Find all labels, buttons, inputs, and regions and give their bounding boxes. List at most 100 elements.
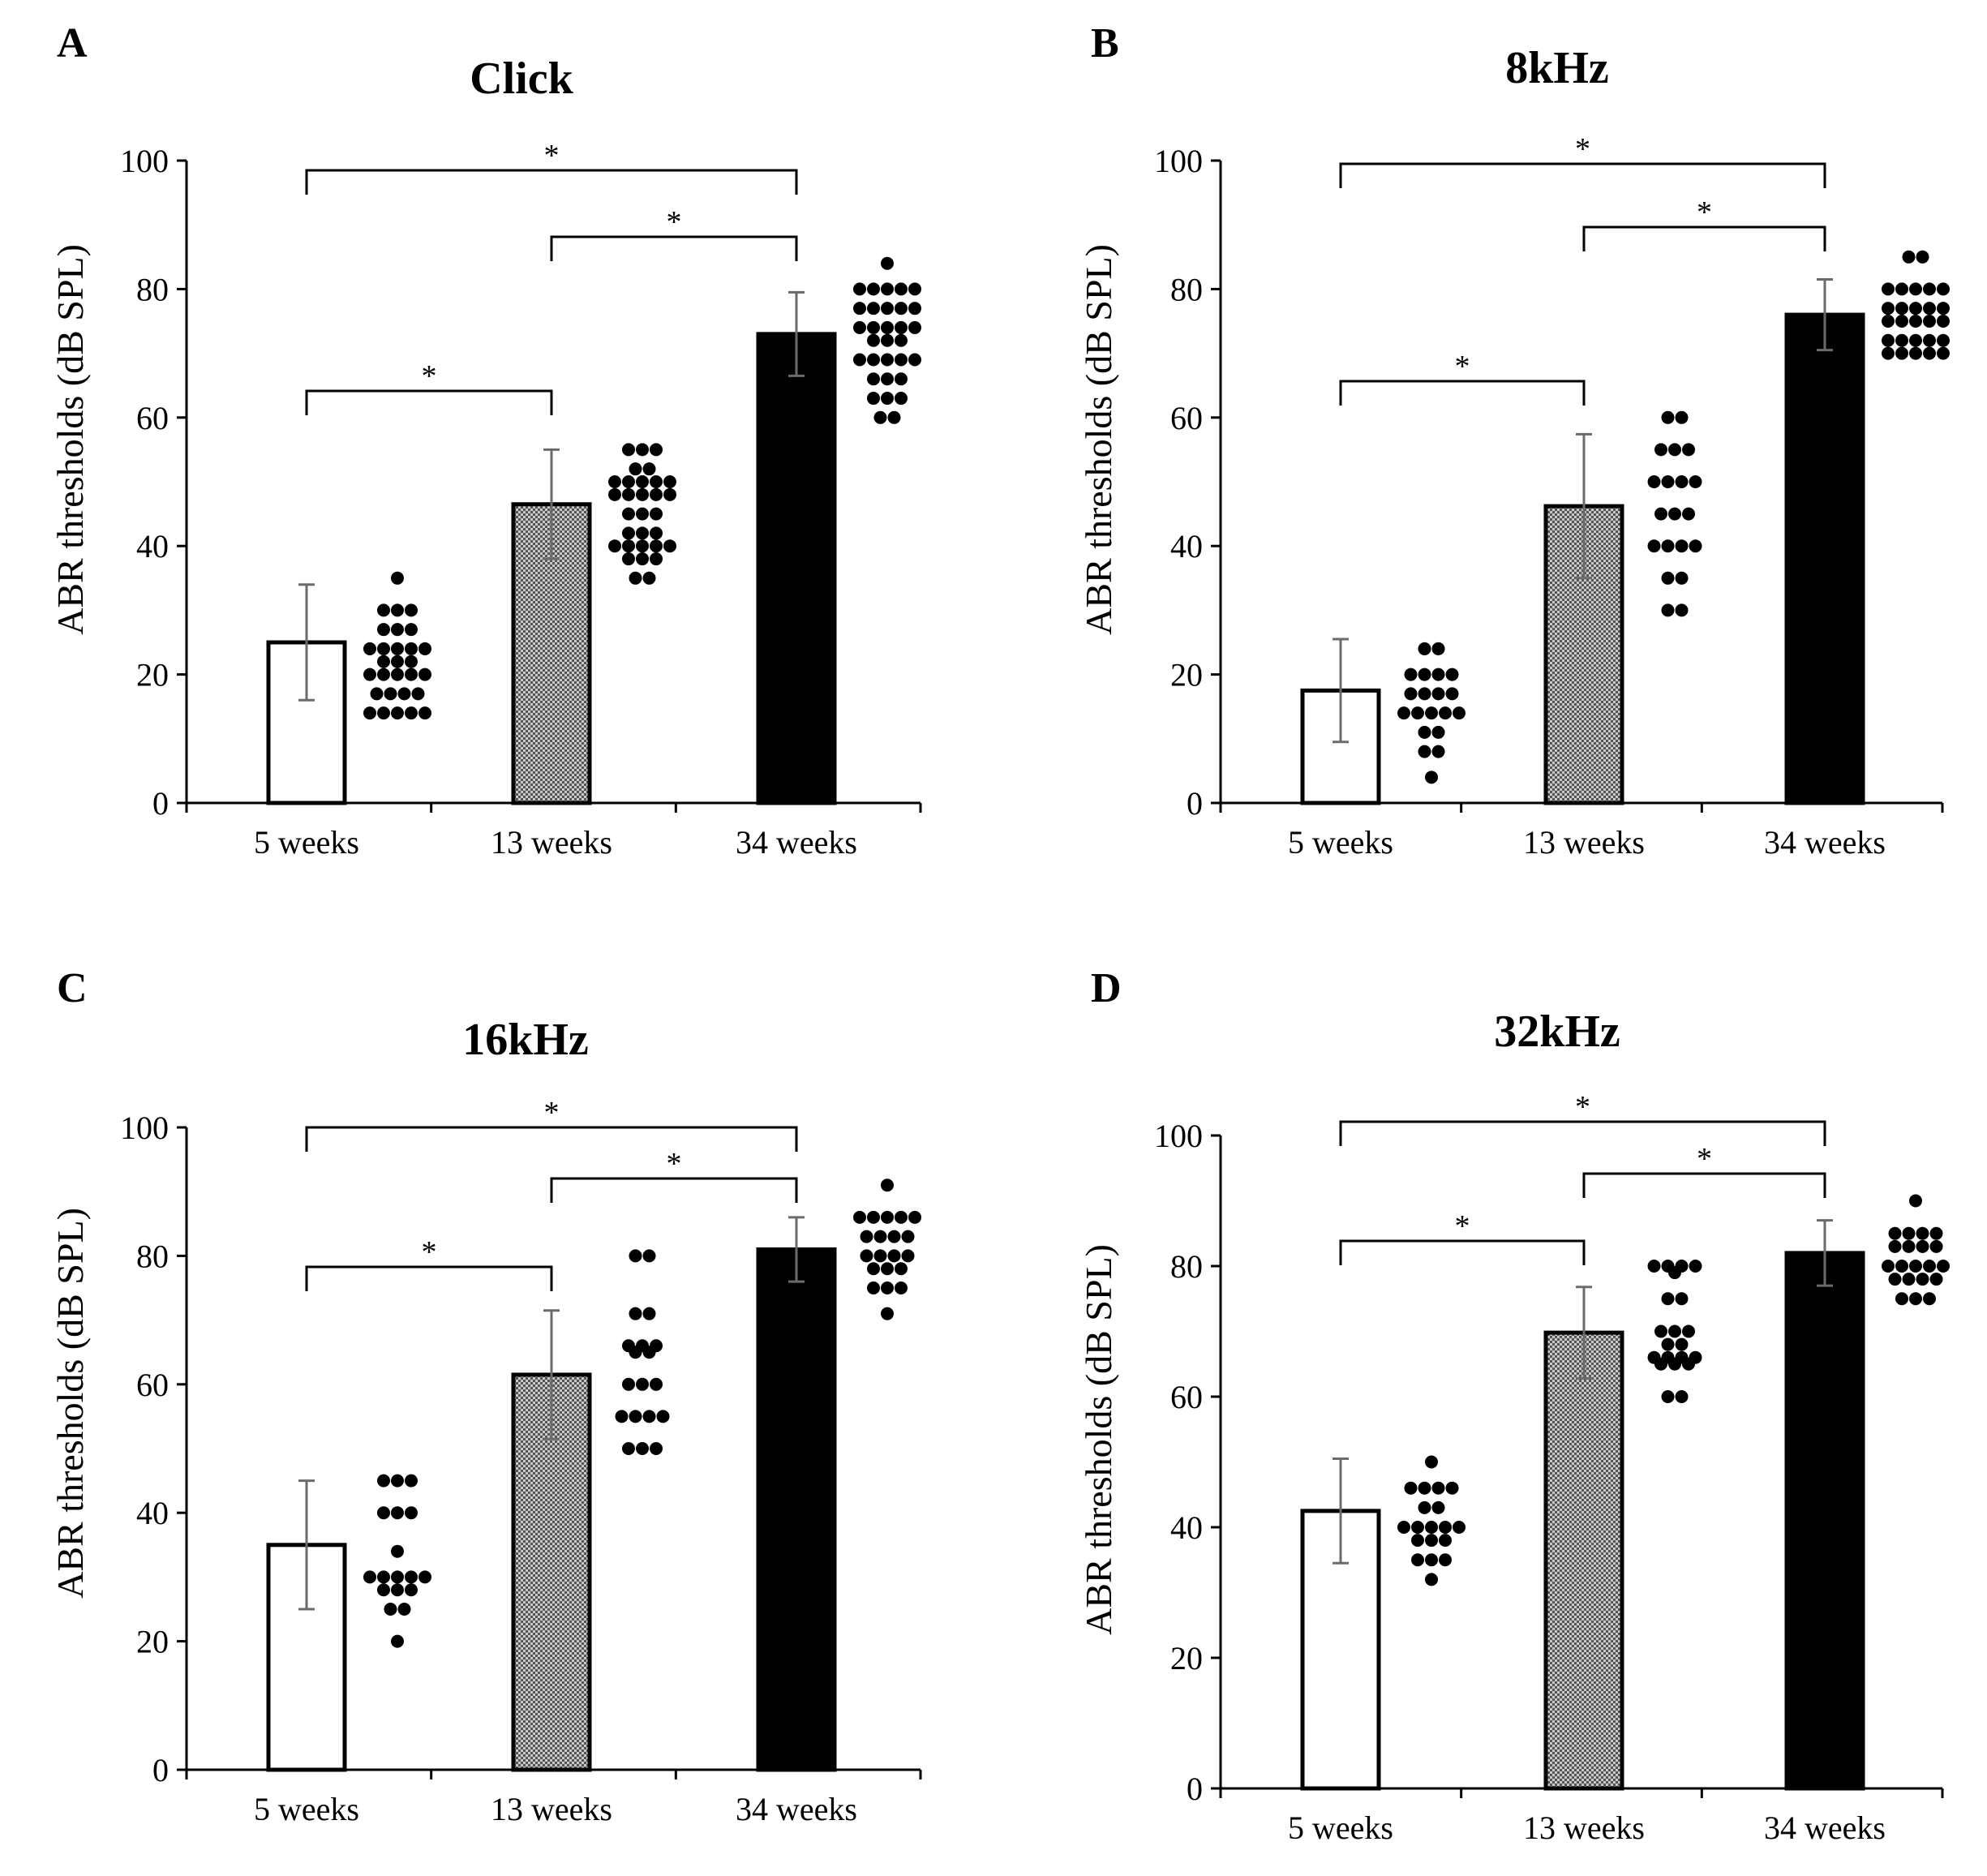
data-point	[1654, 443, 1667, 457]
data-point	[418, 642, 431, 655]
data-point	[1929, 1239, 1943, 1253]
data-point	[397, 687, 411, 701]
data-point	[622, 507, 635, 521]
data-point	[867, 282, 880, 296]
y-tick-label: 0	[1187, 785, 1203, 822]
data-point	[1902, 1239, 1916, 1253]
bar	[756, 1247, 837, 1772]
data-point	[1675, 410, 1689, 424]
data-point	[391, 668, 404, 681]
plot-area-a: 0 20 40 60 80 100 5 weeks 13 weeks 34 weeks * * *	[120, 139, 922, 861]
data-point	[1882, 315, 1895, 328]
data-point	[1675, 475, 1689, 488]
x-category-label: 5 weeks	[254, 824, 359, 861]
data-point	[608, 487, 621, 501]
data-point	[1895, 1292, 1908, 1306]
significance-star: *	[544, 1096, 560, 1130]
data-point	[895, 1281, 908, 1294]
data-point	[881, 333, 894, 347]
data-point	[1425, 1455, 1438, 1469]
data-point	[397, 1603, 411, 1616]
data-point	[377, 1570, 390, 1584]
data-point	[1923, 1260, 1936, 1273]
data-point	[377, 706, 390, 720]
data-point	[1882, 302, 1895, 316]
data-point	[908, 282, 921, 296]
data-point	[895, 320, 908, 334]
data-point	[1425, 1534, 1438, 1548]
data-point	[1682, 1324, 1695, 1338]
data-point	[363, 706, 376, 720]
significance-star: *	[667, 1147, 682, 1181]
data-point	[642, 1346, 656, 1359]
data-point	[650, 507, 663, 521]
data-point	[405, 623, 418, 637]
data-point	[391, 1544, 404, 1558]
data-point	[1902, 250, 1916, 264]
x-category-label: 34 weeks	[736, 824, 857, 861]
data-point	[363, 642, 376, 655]
data-point	[377, 1474, 390, 1487]
data-point	[622, 539, 635, 553]
data-point	[656, 1410, 670, 1423]
data-point	[1909, 1292, 1922, 1306]
data-point	[1668, 1266, 1681, 1280]
data-point	[1937, 282, 1950, 296]
data-point	[881, 1281, 894, 1294]
data-point	[1909, 315, 1922, 328]
data-point	[384, 687, 397, 701]
panel-c: C 16kHz ABR thresholds (dB SPL) 0 20 40 60 8…	[49, 965, 922, 1827]
data-point	[642, 571, 656, 585]
data-point	[1661, 571, 1675, 585]
data-point	[895, 392, 908, 406]
x-category-label: 34 weeks	[1764, 824, 1886, 861]
data-point	[615, 1410, 629, 1423]
y-tick-label: 60	[1170, 1379, 1203, 1415]
data-point	[418, 1570, 431, 1584]
data-point	[391, 571, 404, 585]
data-point	[636, 539, 649, 553]
data-point	[881, 1178, 894, 1192]
data-point	[881, 302, 894, 316]
data-point	[370, 687, 384, 701]
chart-title-c: 16kHz	[462, 1015, 589, 1065]
significance-bracket	[305, 389, 553, 415]
data-point	[1882, 346, 1895, 360]
data-point	[1675, 539, 1689, 553]
data-point	[1439, 1521, 1452, 1534]
y-tick-label: 60	[136, 1367, 169, 1403]
data-point	[881, 372, 894, 386]
plot-area-d: 0 20 40 60 80 100 5 weeks 13 weeks 34 weeks * * *	[1154, 1090, 1950, 1846]
data-point	[1668, 443, 1681, 457]
x-category-label: 34 weeks	[736, 1791, 857, 1827]
data-point	[636, 507, 649, 521]
x-category-label: 13 weeks	[491, 1791, 612, 1827]
data-point	[1895, 346, 1908, 360]
data-point	[895, 353, 908, 367]
x-category-label: 5 weeks	[1288, 1809, 1393, 1846]
significance-star: *	[1575, 132, 1590, 166]
data-point	[650, 1442, 663, 1455]
data-point	[1431, 642, 1445, 655]
data-point	[1453, 706, 1466, 720]
data-point	[1661, 410, 1675, 424]
data-point	[1923, 346, 1936, 360]
y-tick-label: 20	[136, 1624, 169, 1660]
data-point	[1445, 687, 1459, 701]
data-point	[405, 668, 418, 681]
data-point	[1916, 1226, 1929, 1240]
y-tick-label: 0	[152, 1752, 169, 1788]
data-point	[895, 302, 908, 316]
data-point	[1923, 282, 1936, 296]
x-category-label: 13 weeks	[491, 824, 612, 861]
data-point	[650, 1377, 663, 1391]
bar	[1784, 1251, 1865, 1791]
significance-star: *	[1697, 195, 1712, 230]
data-point	[391, 1634, 404, 1648]
data-point	[405, 1583, 418, 1597]
data-point	[1445, 668, 1459, 681]
significance-star: *	[422, 359, 437, 393]
data-point	[1923, 333, 1936, 347]
significance-star: *	[1697, 1142, 1712, 1176]
